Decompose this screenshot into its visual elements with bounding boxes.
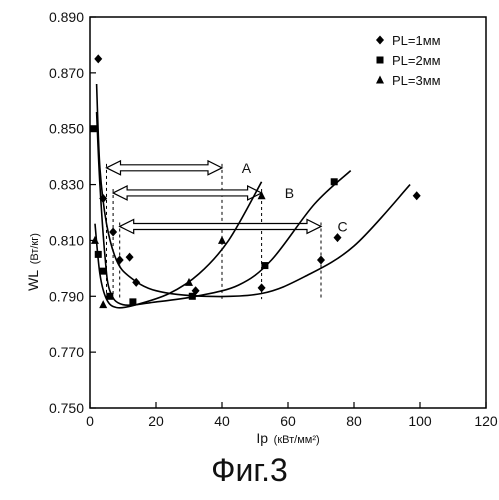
diamond-marker xyxy=(99,194,108,204)
x-axis-title: Ip xyxy=(256,430,268,446)
y-tick-label: 0.810 xyxy=(49,232,84,248)
square-marker xyxy=(89,125,97,133)
legend-triangle-marker xyxy=(376,75,384,84)
square-marker xyxy=(99,267,107,275)
triangle-marker xyxy=(185,277,193,286)
x-tick-label: 40 xyxy=(214,413,230,429)
y-axis-label: WL (Вт/кг) xyxy=(25,233,41,291)
y-axis-title: WL xyxy=(25,270,41,291)
range-label-A: A xyxy=(242,160,252,176)
range-label-B: B xyxy=(285,185,294,201)
square-marker xyxy=(330,178,338,186)
y-tick-label: 0.830 xyxy=(49,177,84,193)
x-axis-unit: (кВт/мм²) xyxy=(274,434,320,446)
legend-entry-label: PL=3мм xyxy=(392,73,441,88)
square-marker xyxy=(261,262,269,270)
range-arrow-A xyxy=(105,159,224,176)
diamond-marker xyxy=(132,277,141,287)
range-labels: A B C xyxy=(242,160,348,235)
square-marker xyxy=(188,292,196,300)
chart: 0 20 40 60 80 100 120 0.750 0.770 0.790 0.810 0.830… xyxy=(25,9,498,446)
legend: PL=1мм PL=2мм PL=3мм xyxy=(376,33,441,88)
diamond-marker xyxy=(94,54,103,64)
y-tick-label: 0.790 xyxy=(49,288,84,304)
y-tick-label: 0.750 xyxy=(49,400,84,416)
legend-square-marker xyxy=(376,56,384,64)
x-tick-label: 60 xyxy=(280,413,296,429)
triangle-marker xyxy=(257,191,266,200)
square-marker xyxy=(129,298,137,306)
diamond-marker xyxy=(317,255,325,265)
triangle-marker xyxy=(99,300,108,309)
data-markers xyxy=(89,54,421,309)
fit-curve-series-2 xyxy=(95,111,352,307)
triangle-marker xyxy=(90,235,99,244)
square-marker xyxy=(94,250,102,258)
x-tick-label: 20 xyxy=(148,413,164,429)
legend-entry-label: PL=1мм xyxy=(392,33,441,48)
x-tick-label: 100 xyxy=(408,413,432,429)
y-tick-label: 0.870 xyxy=(49,65,84,81)
y-axis-unit: (Вт/кг) xyxy=(29,233,41,264)
diamond-marker xyxy=(115,255,124,265)
legend-entry-label: PL=2мм xyxy=(392,53,441,68)
range-arrows xyxy=(105,159,323,235)
tick-labels: 0 20 40 60 80 100 120 0.750 0.770 0.790 0.810 0.830… xyxy=(49,9,498,429)
diamond-marker xyxy=(412,191,421,201)
diamond-marker xyxy=(333,233,342,243)
square-marker xyxy=(106,292,114,300)
figure-caption: Фиг.3 xyxy=(211,452,288,488)
y-tick-label: 0.770 xyxy=(49,344,84,360)
x-tick-label: 120 xyxy=(474,413,498,429)
diamond-marker xyxy=(257,283,266,293)
y-tick-label: 0.890 xyxy=(49,9,84,25)
range-arrow-C xyxy=(118,218,323,235)
range-arrow-B xyxy=(111,184,263,201)
x-tick-label: 0 xyxy=(86,413,94,429)
x-axis-label: Ip (кВт/мм²) xyxy=(256,430,319,446)
diamond-marker xyxy=(109,227,118,237)
diamond-marker xyxy=(125,252,134,262)
range-label-C: C xyxy=(338,218,348,234)
triangle-marker xyxy=(218,235,226,244)
y-tick-label: 0.850 xyxy=(49,121,84,137)
legend-diamond-marker xyxy=(376,35,384,45)
x-tick-label: 80 xyxy=(346,413,362,429)
